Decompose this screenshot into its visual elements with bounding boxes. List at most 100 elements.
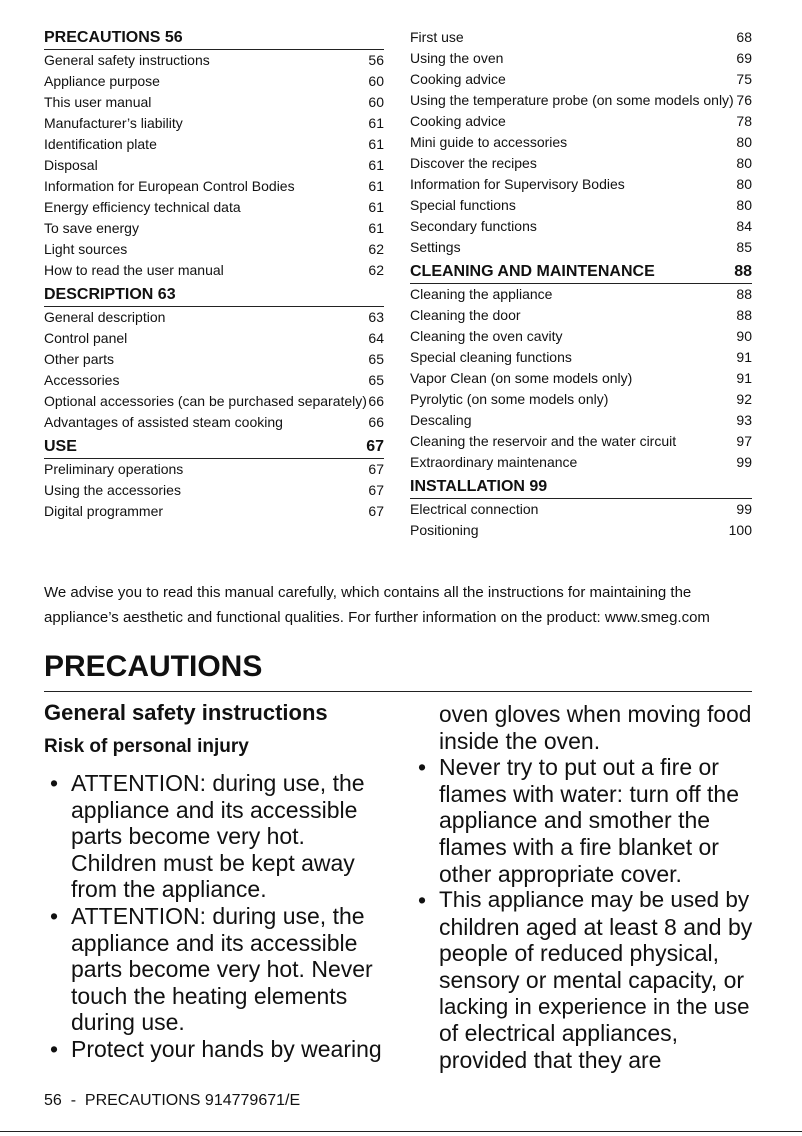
entry-page: 97 xyxy=(736,433,752,449)
entry-page: 65 xyxy=(368,351,384,367)
bullet-line: sensory or mental capacity, or xyxy=(439,966,745,993)
bullet-line: provided that they are xyxy=(439,1046,662,1073)
entry-title: Using the oven xyxy=(410,50,504,66)
toc-entry: Using the accessories 67 xyxy=(44,480,384,501)
subtitle: General safety instructions xyxy=(44,700,328,725)
entry-title: Cleaning the reservoir and the water cir… xyxy=(410,433,677,449)
toc-entry: Appliance purpose 60 xyxy=(44,71,384,92)
entry-page: 66 xyxy=(368,393,384,409)
entry-page: 64 xyxy=(368,330,384,346)
entry-title: Preliminary operations xyxy=(44,461,184,477)
continuation: oven gloves when moving food inside the o… xyxy=(412,701,752,754)
toc-entry: Control panel 64 xyxy=(44,328,384,349)
entry-title: Positioning xyxy=(410,522,479,538)
entry-title: Electrical connection xyxy=(410,501,539,517)
entry-title: Information for European Control Bodies xyxy=(44,178,295,194)
bullet: Protect your hands by wearing xyxy=(44,1036,384,1063)
bullet-line: Children must be kept away xyxy=(71,849,355,876)
entry-title: Secondary functions xyxy=(410,218,537,234)
toc-entry: First use 68 xyxy=(410,27,752,48)
entry-title: Special functions xyxy=(410,197,516,213)
bullet-line: ATTENTION: during use, the xyxy=(71,770,365,796)
entry-page: 67 xyxy=(368,503,384,519)
intro-line: We advise you to read this manual carefu… xyxy=(44,584,692,601)
entry-title: This user manual xyxy=(44,94,152,110)
toc-entry: Energy efficiency technical data 61 xyxy=(44,197,384,218)
bullet-line: inside the oven. xyxy=(439,727,601,754)
heading-page: 88 xyxy=(734,263,752,280)
entry-page: 61 xyxy=(368,115,384,131)
subsubtitle: Risk of personal injury xyxy=(44,736,249,757)
entry-title: Identification plate xyxy=(44,136,157,152)
toc-entry: This user manual 60 xyxy=(44,92,384,113)
entry-title: General description xyxy=(44,309,166,325)
bullet-line: flames with water: turn off the xyxy=(439,780,739,807)
entry-page: 99 xyxy=(736,454,752,470)
toc-entry: Mini guide to accessories 80 xyxy=(410,132,752,153)
entry-title: Appliance purpose xyxy=(44,73,160,89)
toc-heading: CLEANING AND MAINTENANCE 88 xyxy=(410,261,752,284)
bullet-line: oven gloves when moving food xyxy=(439,701,752,727)
entry-title: Cleaning the oven cavity xyxy=(410,328,563,344)
entry-title: Extraordinary maintenance xyxy=(410,454,578,470)
entry-page: 91 xyxy=(736,370,752,386)
toc-entry: Disposal 61 xyxy=(44,155,384,176)
entry-title: Cleaning the door xyxy=(410,307,521,323)
entry-title: Energy efficiency technical data xyxy=(44,199,241,215)
entry-page: 100 xyxy=(728,522,752,538)
entry-page: 93 xyxy=(736,412,752,428)
entry-title: Cleaning the appliance xyxy=(410,286,553,302)
entry-page: 62 xyxy=(368,241,384,257)
toc-entry: Information for European Control Bodies 6… xyxy=(44,176,384,197)
toc-heading: DESCRIPTION 63 xyxy=(44,284,384,307)
entry-page: 61 xyxy=(368,178,384,194)
toc-entry: Cooking advice 75 xyxy=(410,69,752,90)
entry-title: Accessories xyxy=(44,372,120,388)
entry-title: Advantages of assisted steam cooking xyxy=(44,414,283,430)
toc-entry: Cleaning the door 88 xyxy=(410,305,752,326)
entry-page: 60 xyxy=(368,94,384,110)
entry-title: Information for Supervisory Bodies xyxy=(410,176,625,192)
entry-page: 84 xyxy=(736,218,752,234)
entry-page: 90 xyxy=(736,328,752,344)
entry-title: Cooking advice xyxy=(410,71,506,87)
entry-page: 99 xyxy=(736,501,752,517)
entry-page: 62 xyxy=(368,262,384,278)
entry-title: Control panel xyxy=(44,330,128,346)
toc-entry: Electrical connection 99 xyxy=(410,499,752,520)
toc-entry: Using the oven 69 xyxy=(410,48,752,69)
entry-page: 61 xyxy=(368,136,384,152)
toc-entry: Descaling 93 xyxy=(410,410,752,431)
entry-title: Light sources xyxy=(44,241,128,257)
entry-title: To save energy xyxy=(44,220,139,236)
toc-entry: Cleaning the reservoir and the water cir… xyxy=(410,431,752,452)
entry-page: 92 xyxy=(736,391,752,407)
toc-entry: Cleaning the oven cavity 90 xyxy=(410,326,752,347)
bullet-line: from the appliance. xyxy=(71,876,267,903)
entry-page: 61 xyxy=(368,220,384,236)
entry-page: 61 xyxy=(368,199,384,215)
entry-page: 68 xyxy=(736,29,752,45)
entry-page: 69 xyxy=(736,50,752,66)
entry-page: 67 xyxy=(368,482,384,498)
heading-title: USE xyxy=(44,438,77,455)
entry-title: Descaling xyxy=(410,412,472,428)
entry-page: 88 xyxy=(736,286,752,302)
toc-entry: Positioning 100 xyxy=(410,520,752,541)
entry-page: 61 xyxy=(368,157,384,173)
entry-title: Optional accessories (can be purchased s… xyxy=(44,393,367,409)
toc-heading: PRECAUTIONS 56 xyxy=(44,27,384,50)
toc-entry: How to read the user manual 62 xyxy=(44,260,384,281)
entry-page: 85 xyxy=(736,239,752,255)
toc-entry: Vapor Clean (on some models only) 91 xyxy=(410,368,752,389)
toc-entry: Extraordinary maintenance 99 xyxy=(410,452,752,473)
bullet-line: appliance and smother the xyxy=(439,807,711,834)
entry-title: Mini guide to accessories xyxy=(410,134,568,150)
toc-entry: Cleaning the appliance 88 xyxy=(410,284,752,305)
toc-entry: Other parts 65 xyxy=(44,349,384,370)
intro: We advise you to read this manual carefu… xyxy=(44,580,752,630)
entry-title: Vapor Clean (on some models only) xyxy=(410,370,633,386)
